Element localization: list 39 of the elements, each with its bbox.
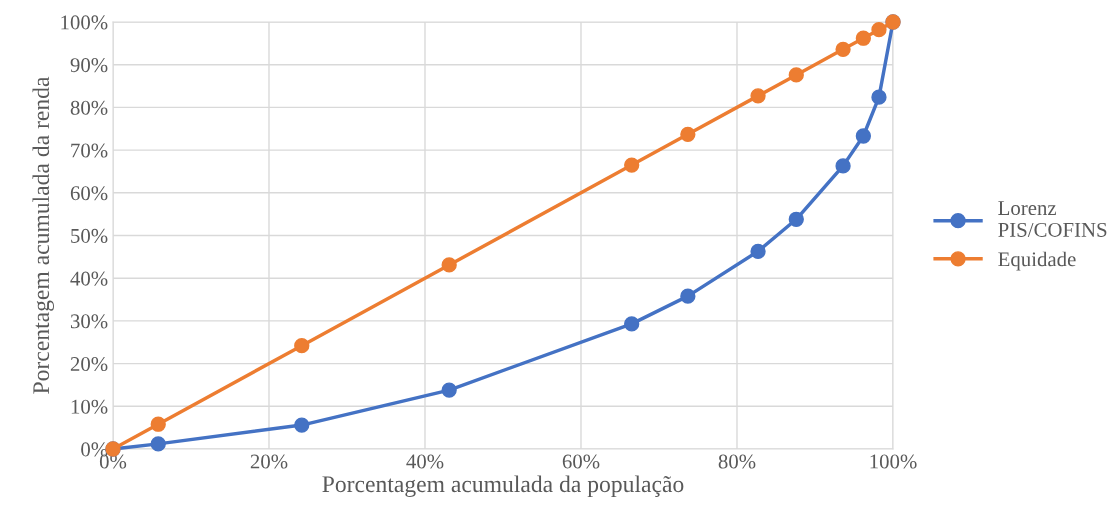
x-tick-label: 80% bbox=[718, 454, 756, 469]
point bbox=[871, 89, 887, 105]
point bbox=[294, 338, 310, 354]
point bbox=[788, 67, 804, 83]
point bbox=[624, 316, 640, 332]
x-axis-title: Porcentagem acumulada da população bbox=[322, 475, 684, 498]
point bbox=[150, 416, 166, 432]
point bbox=[855, 30, 871, 46]
point bbox=[871, 22, 887, 38]
x-tick-label: 40% bbox=[406, 454, 444, 469]
point bbox=[835, 158, 851, 174]
point bbox=[750, 243, 766, 259]
point bbox=[294, 417, 310, 433]
y-tick-label: 50% bbox=[71, 228, 108, 243]
y-tick-label: 60% bbox=[70, 186, 108, 201]
y-tick-label: 100% bbox=[61, 15, 108, 30]
legend-label: Equidade bbox=[998, 251, 1076, 271]
x-tick-label: 60% bbox=[562, 454, 600, 469]
x-tick-label: 100% bbox=[870, 454, 917, 469]
y-tick-label: 70% bbox=[71, 143, 108, 158]
point bbox=[788, 211, 804, 227]
y-tick-label: 90% bbox=[70, 58, 108, 73]
point bbox=[750, 88, 766, 104]
y-tick-label: 80% bbox=[70, 100, 108, 115]
point bbox=[441, 382, 457, 398]
y-tick-label: 30% bbox=[70, 314, 108, 329]
y-axis-title: Porcentagem acumulada da renda bbox=[32, 76, 54, 394]
legend-label: Lorenz PIS/COFINS bbox=[998, 201, 1107, 237]
y-tick-label: 10% bbox=[71, 399, 108, 414]
point bbox=[680, 126, 696, 142]
point bbox=[624, 157, 640, 173]
point bbox=[441, 257, 457, 273]
y-tick-label: 40% bbox=[70, 271, 108, 286]
point bbox=[680, 288, 696, 304]
point bbox=[835, 41, 851, 57]
point bbox=[150, 436, 166, 452]
x-tick-label: 20% bbox=[250, 454, 288, 469]
y-tick-label: 20% bbox=[70, 356, 108, 372]
point bbox=[855, 128, 871, 144]
